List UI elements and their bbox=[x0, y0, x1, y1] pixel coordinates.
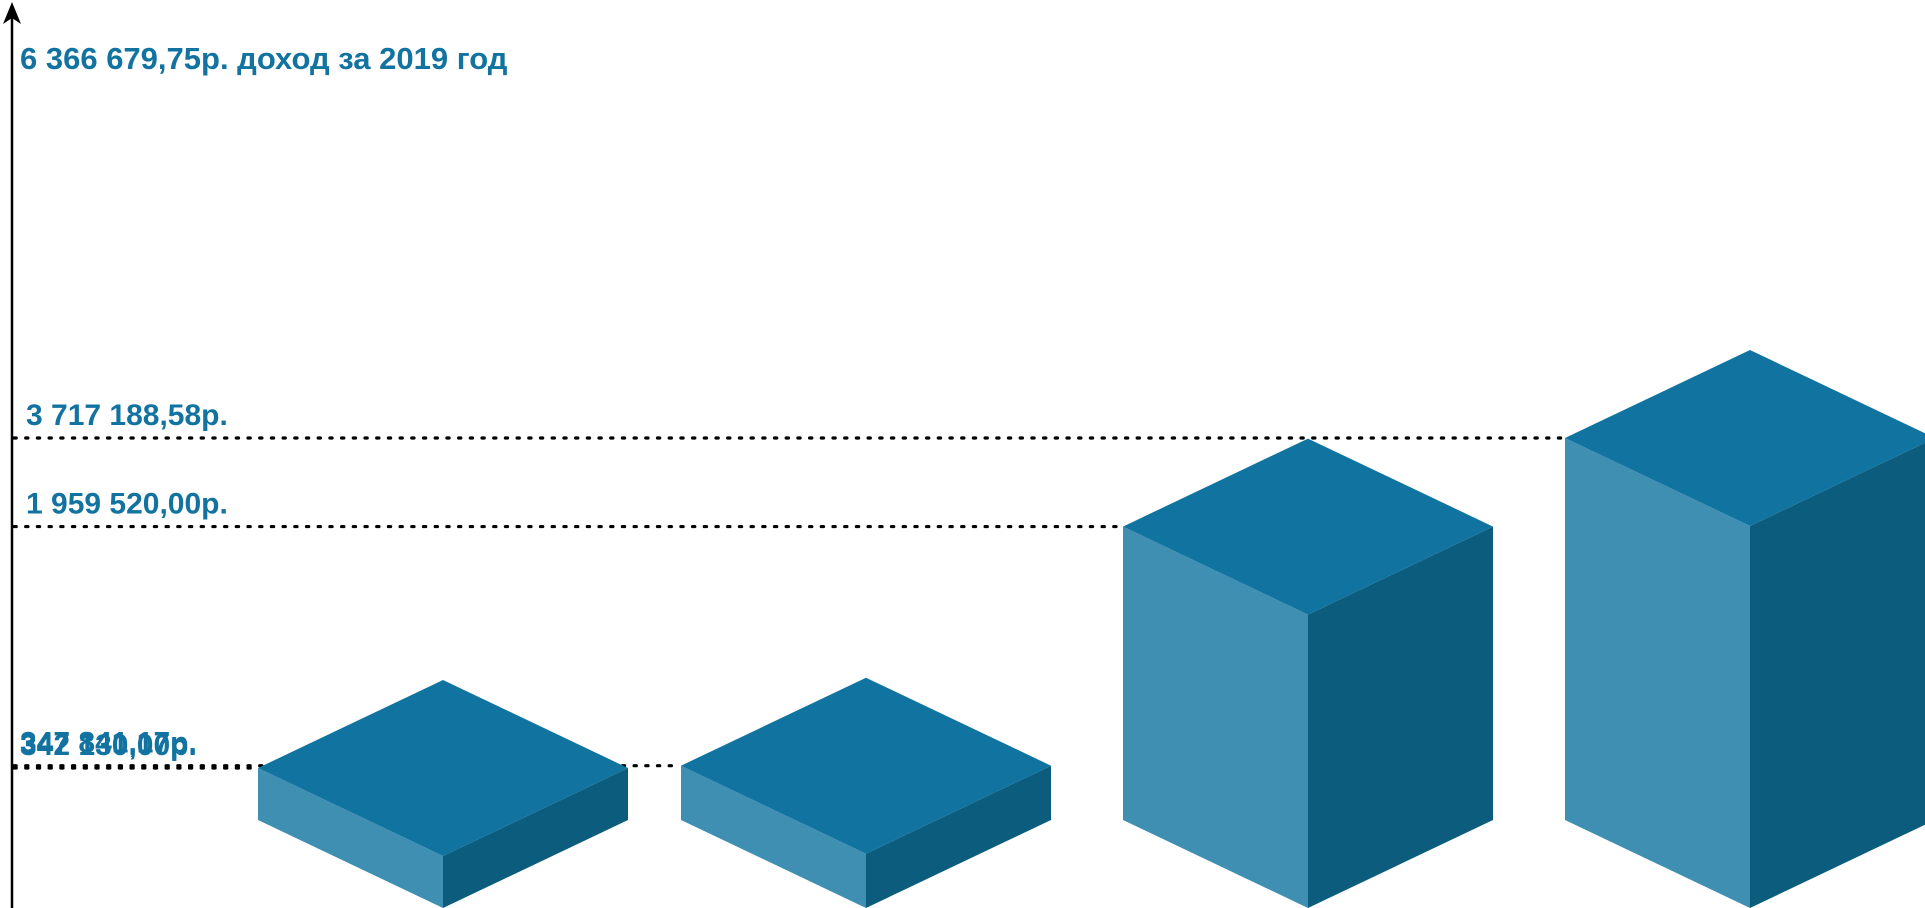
bar-right-face bbox=[1750, 442, 1925, 908]
value-label: 3 717 188,58р. bbox=[26, 399, 228, 432]
reference-lines bbox=[12, 436, 1565, 770]
bar-left-face bbox=[258, 768, 443, 908]
value-label: 1 959 520,00р. bbox=[26, 488, 228, 521]
bar bbox=[681, 677, 1051, 908]
bar-top-face bbox=[1565, 350, 1925, 526]
bar-left-face bbox=[681, 765, 866, 908]
bar-left-face bbox=[1123, 526, 1308, 908]
bar-top-face bbox=[681, 677, 1051, 854]
chart-title: 6 366 679,75р. доход за 2019 год bbox=[20, 41, 508, 76]
bar bbox=[1123, 438, 1493, 908]
bar bbox=[1565, 350, 1925, 908]
bar-top-face bbox=[258, 680, 628, 856]
bar-left-face bbox=[1565, 438, 1750, 908]
bar-right-face bbox=[443, 768, 628, 908]
bar bbox=[258, 680, 628, 908]
bars bbox=[258, 350, 1925, 908]
bar-right-face bbox=[866, 765, 1051, 908]
value-label: 342 130,00р. bbox=[20, 729, 197, 762]
value-label: 347 841,17р. bbox=[20, 727, 197, 760]
y-axis bbox=[3, 2, 21, 908]
bar-right-face bbox=[1308, 526, 1493, 908]
bar-top-face bbox=[1123, 438, 1493, 615]
value-labels: 342 130,00р.347 841,17р. 1 959 520,00р. 3 … bbox=[20, 399, 228, 762]
y-axis-arrow-icon bbox=[3, 2, 21, 24]
